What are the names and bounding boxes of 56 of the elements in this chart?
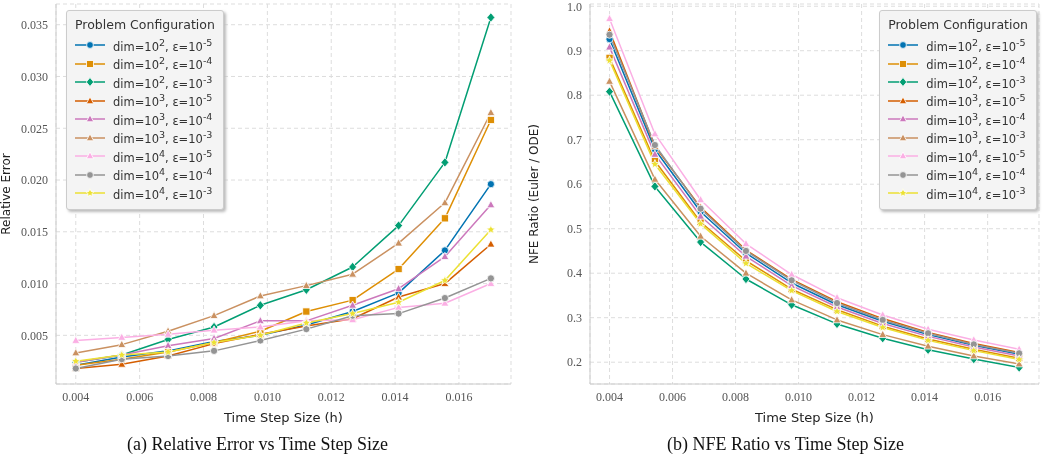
legend-label: dim=10$^{4}$, ε=10$^{-3}$ xyxy=(926,184,1026,202)
legend-label: dim=10$^{3}$, ε=10$^{-4}$ xyxy=(113,110,213,128)
legend-label: dim=10$^{3}$, ε=10$^{-3}$ xyxy=(926,129,1026,147)
y-tick-label: 0.035 xyxy=(21,17,48,32)
x-axis-title: Time Step Size (h) xyxy=(754,410,874,425)
legend-label: dim=10$^{2}$, ε=10$^{-5}$ xyxy=(926,36,1026,54)
x-tick-label: 0.006 xyxy=(126,389,154,404)
legend-label: dim=10$^{3}$, ε=10$^{-5}$ xyxy=(926,92,1026,110)
legend-label: dim=10$^{2}$, ε=10$^{-4}$ xyxy=(926,55,1026,73)
legend-label: dim=10$^{4}$, ε=10$^{-4}$ xyxy=(926,166,1026,184)
y-tick-label: 0.6 xyxy=(567,177,582,192)
y-tick-label: 0.020 xyxy=(21,173,48,188)
x-axis-title: Time Step Size (h) xyxy=(223,410,343,425)
x-tick-label: 0.004 xyxy=(596,389,624,404)
x-tick-label: 0.008 xyxy=(190,389,218,404)
x-tick-label: 0.004 xyxy=(62,389,90,404)
legend-label: dim=10$^{4}$, ε=10$^{-5}$ xyxy=(926,147,1026,165)
text: (a) Relative Error vs Time Step Size xyxy=(126,434,389,455)
legend-title: Problem Configuration xyxy=(75,17,215,32)
x-tick-label: 0.008 xyxy=(722,389,750,404)
legend-label: dim=10$^{2}$, ε=10$^{-3}$ xyxy=(926,73,1026,91)
legend-label: dim=10$^{3}$, ε=10$^{-3}$ xyxy=(113,129,213,147)
legend-label: dim=10$^{3}$, ε=10$^{-5}$ xyxy=(113,92,213,110)
y-axis-title: NFE Ratio (Euler / ODE) xyxy=(527,123,542,265)
legend-label: dim=10$^{4}$, ε=10$^{-5}$ xyxy=(113,147,213,165)
legend-label: dim=10$^{4}$, ε=10$^{-3}$ xyxy=(113,184,213,202)
x-tick-label: 0.012 xyxy=(848,389,876,404)
y-tick-label: 0.015 xyxy=(21,225,48,240)
y-tick-label: 0.3 xyxy=(567,310,582,325)
x-tick-label: 0.014 xyxy=(911,389,939,404)
y-tick-label: 0.005 xyxy=(21,328,48,343)
x-tick-label: 0.010 xyxy=(785,389,813,404)
y-tick-label: 0.030 xyxy=(21,69,48,84)
y-tick-label: 1.0 xyxy=(567,0,582,14)
legend-label: dim=10$^{2}$, ε=10$^{-3}$ xyxy=(113,73,213,91)
x-tick-label: 0.014 xyxy=(381,389,409,404)
x-tick-label: 0.016 xyxy=(445,389,473,404)
x-tick-label: 0.012 xyxy=(317,389,345,404)
x-tick-label: 0.016 xyxy=(974,389,1002,404)
text: (b) NFE Ratio vs Time Step Size xyxy=(666,434,905,455)
legend-label: dim=10$^{3}$, ε=10$^{-4}$ xyxy=(926,110,1026,128)
y-tick-label: 0.2 xyxy=(567,355,582,370)
y-axis-title: Relative Error xyxy=(0,153,14,235)
legend-label: dim=10$^{2}$, ε=10$^{-5}$ xyxy=(113,36,213,54)
y-tick-label: 0.010 xyxy=(21,276,48,291)
y-tick-label: 0.8 xyxy=(567,88,582,103)
y-tick-label: 0.4 xyxy=(567,266,582,281)
legend-label: dim=10$^{2}$, ε=10$^{-4}$ xyxy=(113,55,213,73)
x-tick-label: 0.010 xyxy=(253,389,281,404)
y-tick-label: 0.5 xyxy=(567,221,582,236)
y-tick-label: 0.025 xyxy=(21,121,48,136)
legend-label: dim=10$^{4}$, ε=10$^{-4}$ xyxy=(113,166,213,184)
y-tick-label: 0.9 xyxy=(567,43,582,58)
x-tick-label: 0.006 xyxy=(659,389,687,404)
legend-title: Problem Configuration xyxy=(888,17,1028,32)
y-tick-label: 0.7 xyxy=(567,132,582,147)
